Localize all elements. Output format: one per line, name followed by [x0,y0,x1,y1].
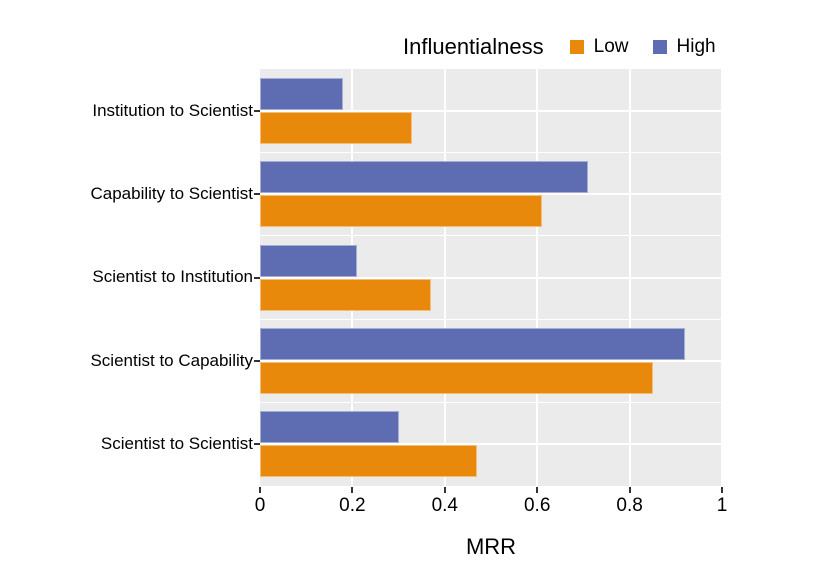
x-axis-tick [351,487,354,493]
bar-high-scientist-to-capability [260,327,686,360]
x-axis-title: MRR [465,534,517,559]
x-axis-tick-label: 0.4 [431,495,458,516]
y-axis-label: Scientist to Scientist [100,434,253,454]
y-axis-tick [254,276,260,279]
gridline-horizontal-minor [260,318,722,320]
gridline-horizontal-major [260,443,722,446]
bar-low-scientist-to-scientist [260,445,478,478]
bar-low-scientist-to-institution [260,278,431,311]
x-axis-tick [536,487,539,493]
bar-low-institution-to-scientist [260,111,413,144]
x-axis-tick-label: 0.6 [523,495,551,516]
y-axis-tick [254,443,260,446]
legend-title: Influentialness [403,34,544,59]
plot-panel [260,69,723,486]
y-axis-tick [254,109,260,112]
x-axis-tick [721,487,723,493]
gridline-vertical [721,69,723,486]
legend-swatch-low-icon [569,40,584,54]
gridline-horizontal-major [260,193,722,196]
bar-high-capability-to-scientist [260,161,589,194]
y-axis-label: Scientist to Institution [92,267,253,287]
legend-label-low: Low [593,36,629,57]
gridline-horizontal-minor [260,235,722,237]
bar-low-capability-to-scientist [260,195,542,228]
gridline-vertical [536,69,539,486]
y-axis-tick [254,359,260,362]
gridline-horizontal-minor [260,402,722,404]
legend-item-low: Low [569,36,629,58]
x-axis-tick [259,487,261,493]
bar-high-institution-to-scientist [260,77,344,110]
x-axis-tick [443,487,446,493]
gridline-horizontal-major [260,276,722,279]
y-axis-label: Institution to Scientist [92,100,253,120]
gridline-horizontal-minor [260,151,722,153]
x-axis-tick-label: 1 [716,495,728,516]
legend-item-high: High [652,36,716,58]
legend-label-high: High [676,36,716,57]
gridline-horizontal-major [260,109,722,112]
legend-swatch-high-icon [652,40,667,54]
gridline-vertical [351,69,354,486]
y-axis-label: Capability to Scientist [90,184,253,204]
x-axis-tick [628,487,631,493]
gridline-vertical [628,69,631,486]
legend: Influentialness Low High [403,33,716,61]
gridline-vertical [443,69,446,486]
x-axis-tick-label: 0 [254,495,266,516]
bar-high-scientist-to-scientist [260,411,399,444]
x-axis-tick-label: 0.2 [339,495,366,516]
gridline-horizontal-major [260,359,722,362]
bar-low-scientist-to-capability [260,361,653,394]
y-axis-label: Scientist to Capability [90,350,253,370]
y-axis-tick [254,193,260,196]
x-axis-tick-label: 0.8 [616,495,643,516]
bar-high-scientist-to-institution [260,244,358,277]
